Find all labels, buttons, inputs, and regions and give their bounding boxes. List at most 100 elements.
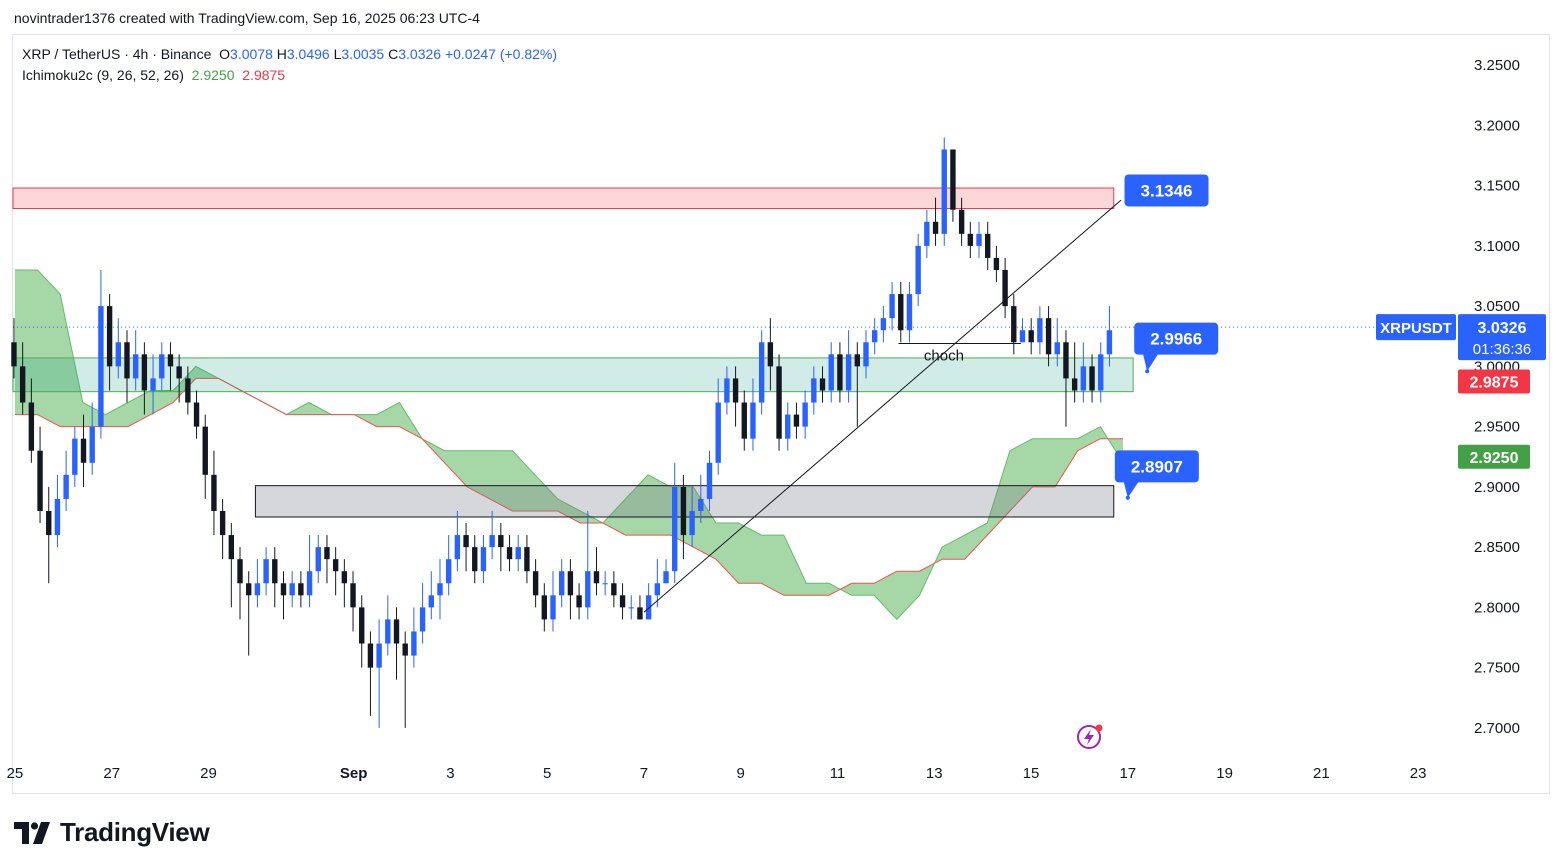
candle-body xyxy=(332,559,339,572)
candle xyxy=(46,486,52,584)
x-tick-label: 5 xyxy=(543,765,551,782)
candle-body xyxy=(924,221,930,246)
callout-label: 3.1346 xyxy=(1141,181,1193,200)
candle-body xyxy=(1002,269,1008,307)
candle xyxy=(263,547,269,596)
candle xyxy=(506,535,513,572)
indicator-value-green: 2.9250 xyxy=(191,67,235,83)
candle xyxy=(593,547,600,596)
candle-body xyxy=(132,354,139,379)
candle-body xyxy=(628,607,634,609)
symbol-tag: XRPUSDT xyxy=(1380,320,1452,337)
candle-body xyxy=(289,583,295,596)
ohlc-legend: XRP / TetherUS · 4h · Binance O3.0078 H3… xyxy=(22,46,557,62)
candle-body xyxy=(254,583,261,596)
alert-lightning-icon xyxy=(1077,724,1103,749)
candle-body xyxy=(159,354,165,379)
candle xyxy=(663,559,669,584)
candle xyxy=(1028,318,1034,355)
candle xyxy=(359,595,365,668)
candle-body xyxy=(1028,330,1034,343)
candle xyxy=(272,547,278,608)
candle-body xyxy=(758,342,765,403)
candle-body xyxy=(280,583,287,596)
candle xyxy=(202,414,208,499)
candle-body xyxy=(272,559,278,584)
candle-body xyxy=(871,330,878,343)
candle-body xyxy=(1098,354,1104,391)
candle-body xyxy=(46,510,52,536)
candle xyxy=(315,535,321,584)
lightning-ring xyxy=(1077,725,1101,749)
candle-body xyxy=(315,547,321,572)
candle-body xyxy=(498,535,504,548)
candle-body xyxy=(845,354,852,391)
candle-body xyxy=(72,438,78,475)
legend-high: 3.0496 xyxy=(286,46,330,62)
candle xyxy=(1106,306,1113,367)
candle xyxy=(324,535,330,584)
candle-body xyxy=(750,402,756,439)
demand-zone xyxy=(12,357,1134,393)
candle xyxy=(715,378,721,475)
candle xyxy=(532,559,539,608)
candle xyxy=(350,571,356,632)
candle xyxy=(1089,354,1095,403)
x-tick-label: 17 xyxy=(1119,765,1136,782)
callout-box xyxy=(1134,322,1219,355)
price-callout: 2.9966 xyxy=(1134,322,1219,374)
candle-body xyxy=(706,462,713,499)
callout-label: 2.9966 xyxy=(1150,330,1202,349)
candle xyxy=(115,318,121,379)
candle-body xyxy=(567,571,574,596)
plot-area: choch 3.1346 2.9966 2.8907 xyxy=(11,137,1452,749)
candle xyxy=(1098,342,1104,403)
current-price-box xyxy=(1458,314,1546,361)
y-tick-label: 3.2500 xyxy=(1474,57,1520,74)
candle-body xyxy=(237,559,243,584)
candle-body xyxy=(428,595,434,608)
candle-body xyxy=(1089,366,1095,391)
candle xyxy=(37,426,43,524)
price-callout: 2.8907 xyxy=(1114,450,1199,500)
trend-line xyxy=(643,199,1122,613)
legend-change: +0.0247 (+0.82%) xyxy=(444,46,558,62)
candle-body xyxy=(619,595,626,608)
candle-body xyxy=(341,571,348,584)
candle xyxy=(80,414,87,487)
candle xyxy=(211,450,217,536)
candle-body xyxy=(889,294,895,319)
candle-body xyxy=(524,547,530,572)
candle-body xyxy=(1019,330,1026,343)
candle xyxy=(550,571,556,632)
candle-body xyxy=(124,342,130,379)
y-tick-label: 3.0500 xyxy=(1474,298,1520,315)
candle-body xyxy=(211,474,217,511)
candle-body xyxy=(532,571,539,596)
candle-body xyxy=(672,486,678,572)
indicator-value-red: 2.9875 xyxy=(242,67,286,83)
candle xyxy=(672,462,678,584)
candle xyxy=(976,221,982,258)
y-tick-label: 2.7000 xyxy=(1474,720,1520,737)
indicator-name[interactable]: Ichimoku2c (9, 26, 52, 26) xyxy=(22,67,184,83)
candle xyxy=(619,583,626,620)
candle-body xyxy=(776,366,782,439)
candle-body xyxy=(967,233,974,246)
candle-body xyxy=(715,402,721,463)
legend-symbol[interactable]: XRP / TetherUS · 4h · Binance xyxy=(22,46,212,62)
candle-body xyxy=(185,378,191,403)
candle-body xyxy=(941,149,947,234)
candle xyxy=(863,330,869,379)
candle-body xyxy=(28,402,35,451)
candle xyxy=(402,631,408,728)
candle xyxy=(150,354,156,415)
candle-body xyxy=(680,486,687,536)
x-tick-label: 7 xyxy=(640,765,648,782)
brand-name: TradingView xyxy=(60,817,210,847)
candle-body xyxy=(541,595,548,620)
candle xyxy=(724,366,730,415)
x-tick-label: 3 xyxy=(446,765,454,782)
candle xyxy=(98,269,104,439)
